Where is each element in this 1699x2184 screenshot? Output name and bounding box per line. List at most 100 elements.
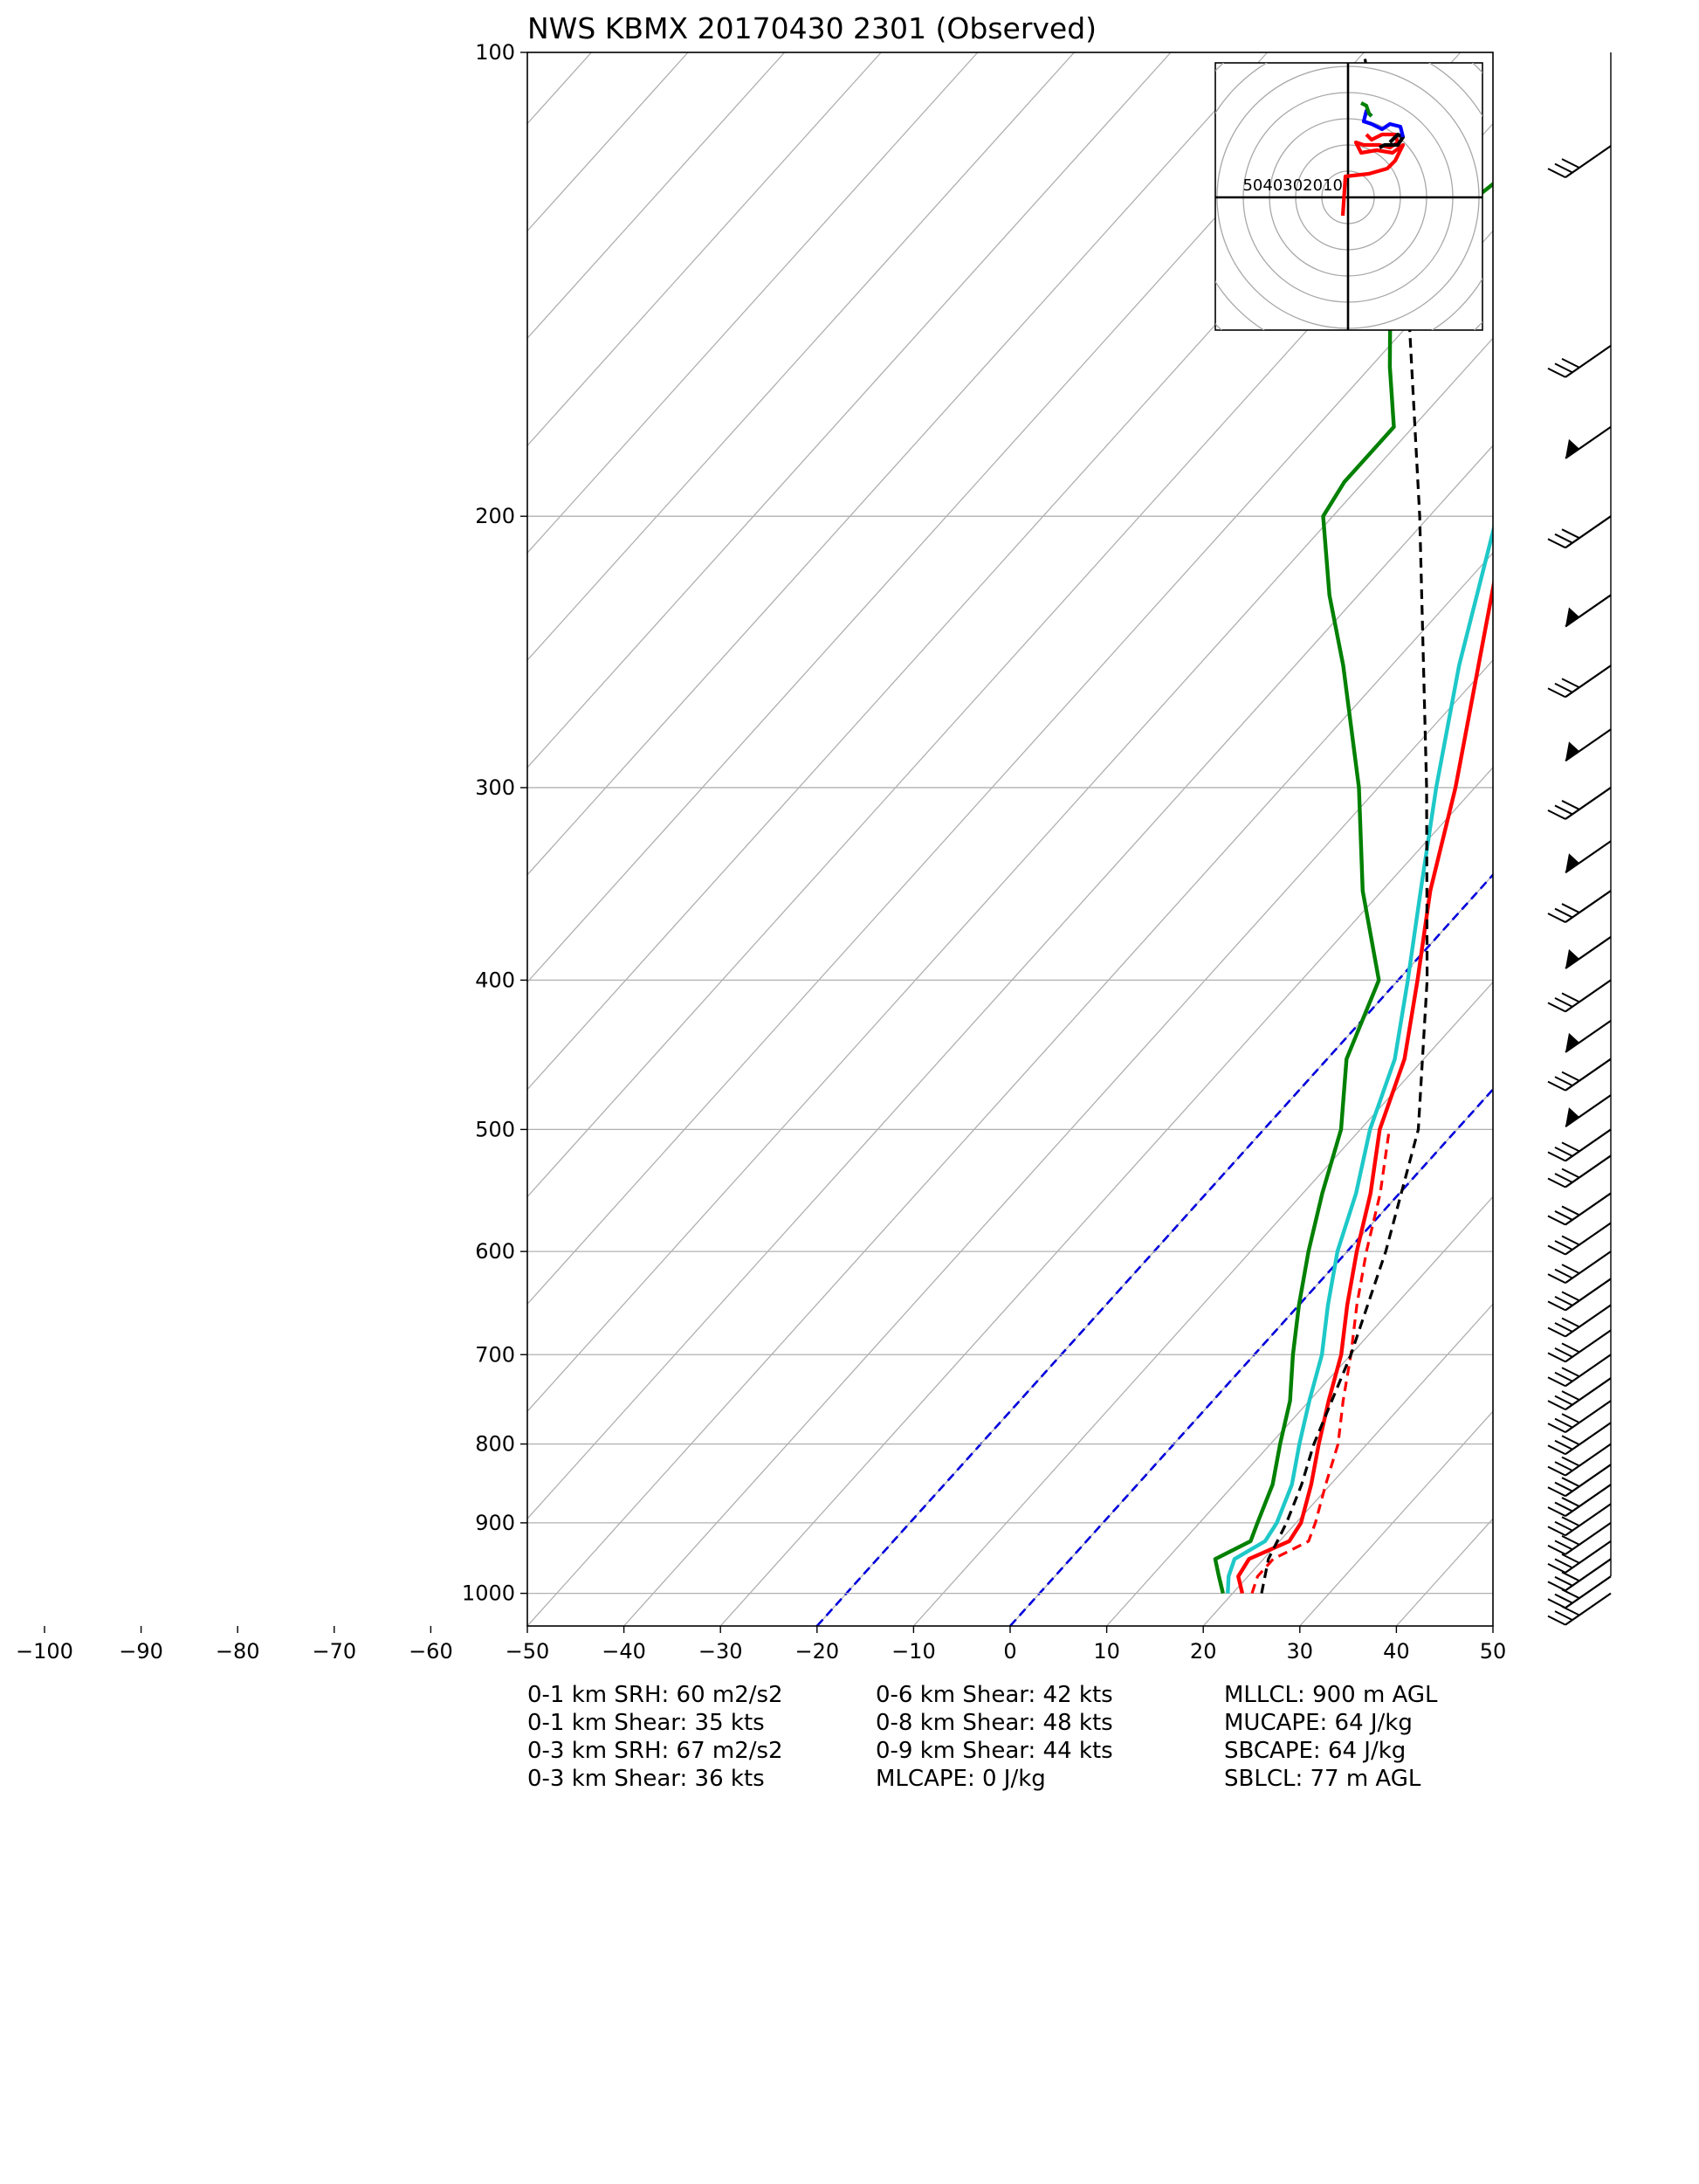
wind-barb [1547,1464,1612,1498]
pressure-tick-label: 700 [475,1342,515,1367]
wind-barb-feather [1561,1168,1580,1179]
temperature-tick-label: −10 [891,1639,936,1664]
wind-barb-feather [1561,1456,1580,1467]
wind-barb-feather [1561,1071,1580,1082]
wind-barb [1547,1354,1612,1388]
wind-barb [1547,1484,1612,1517]
temperature-tick-label: 30 [1287,1639,1314,1664]
wind-barb [1565,594,1612,628]
wind-barb [1547,1128,1612,1162]
wind-barb-feather [1547,1352,1566,1363]
wind-barb-staff [1565,515,1612,549]
wind-barb-feather [1547,1244,1566,1256]
pressure-tick-label: 200 [475,504,515,528]
wind-barb-feather [1561,1497,1580,1507]
wind-barb-feather [1561,1553,1580,1564]
wind-barb-feather [1554,1076,1573,1087]
temperature-tick-label: 0 [1003,1639,1016,1664]
wind-barb-feather [1561,1235,1580,1246]
wind-barb-feather [1547,810,1566,820]
isotherm-line [1106,1195,1493,1626]
wind-barb [1547,1540,1612,1574]
wind-barb-feather [1561,1534,1580,1546]
wind-barbs [1547,52,1612,1626]
plot-area [527,52,1493,1626]
hodograph-ring-labels: 5040302010 [1242,176,1343,195]
wind-barb-feather [1554,1210,1573,1221]
wind-barb-feather [1547,1444,1566,1456]
wind-barb-staff [1565,665,1612,699]
wind-barb [1565,1094,1612,1128]
trace-ff0000-dashed [1250,1129,1391,1595]
wind-barb-staff [1565,1154,1612,1188]
wind-barb-feather [1561,1588,1580,1600]
temperature-tick-label: −60 [409,1639,453,1664]
stat-sbcape: SBCAPE: 64 J/kg [1224,1738,1407,1764]
wind-barb [1547,1443,1612,1477]
wind-barb-feather [1554,1417,1573,1429]
isotherm-line [527,337,1493,1413]
pressure-tick-label: 100 [475,40,515,65]
wind-barb [1547,1192,1612,1226]
wind-barb-feather [1561,1516,1580,1527]
temperature-tick-label: −70 [312,1639,356,1664]
wind-barb [1547,787,1612,820]
wind-barb-feather [1561,1367,1580,1378]
wind-barb-flag [1565,948,1579,968]
wind-barb-feather [1547,1376,1566,1388]
wind-barb-feather [1547,1526,1566,1537]
temperature-axis: −100 −90 −80 −70 −60 −50 −40 −30 −20 −10 0 10 20 30 40… [16,1626,1506,1664]
wind-barb-feather [1561,800,1580,810]
wind-barb [1547,1058,1612,1092]
pressure-tick-label: 400 [475,968,515,992]
chart-title: NWS KBMX 20170430 2301 (Observed) [527,11,1097,45]
wind-barb [1565,425,1612,459]
wind-barb-staff [1565,1422,1612,1456]
isotherm-line [527,52,1269,876]
stats-column-1: 0-1 km SRH: 60 m2/s2 0-1 km Shear: 35 kt… [527,1681,783,1793]
hodograph-inset: 5040302010 [1214,62,1483,331]
pressure-tick-label: 500 [475,1117,515,1141]
temperature-tick-label: −90 [119,1639,163,1664]
hodograph-trace [1340,132,1406,217]
wind-barb-feather [1561,1264,1580,1275]
wind-barb-feather [1554,1461,1573,1471]
wind-barb-feather [1547,913,1566,923]
wind-barb-feather [1547,1215,1566,1226]
wind-barb-staff [1565,1377,1612,1411]
wind-barb-feather [1554,162,1573,174]
wind-barb [1547,1154,1612,1188]
wind-barb-feather [1554,1147,1573,1157]
pressure-axis: 100 200 300 400 500 600 700 800 900 1000 [462,40,527,1606]
temperature-tick-label: −20 [794,1639,839,1664]
wind-barb-feather [1561,1317,1580,1328]
stat-08km-shear: 0-8 km Shear: 48 kts [876,1710,1113,1736]
wind-barb [1547,1250,1612,1285]
wind-barb-feather [1547,1273,1566,1285]
wind-barb-feather [1547,1080,1566,1092]
wind-barb [1565,840,1612,874]
wind-barb-staff [1565,1222,1612,1256]
wind-barb-feather [1554,362,1573,374]
wind-barb [1547,1329,1612,1363]
wind-barb-feather [1547,168,1566,179]
wind-barb-feather [1561,1390,1580,1402]
temperature-tick-label: −50 [506,1639,550,1664]
trace-1ec8c8-solid [1226,524,1493,1594]
wind-barb [1547,1503,1612,1537]
temperature-tick-label: −30 [698,1639,743,1664]
wind-barb-feather [1554,997,1573,1008]
wind-barb-feather [1554,533,1573,544]
wind-barb [1547,1558,1612,1592]
wind-barb-staff [1565,1592,1612,1626]
wind-barb-staff [1565,1250,1612,1285]
wind-barb-feather [1561,1342,1580,1354]
wind-barb-staff [1565,145,1612,179]
isotherm-line [719,766,1493,1626]
wind-barb [1547,145,1612,179]
pressure-tick-label: 300 [475,775,515,800]
isotherm-line [527,52,689,232]
wind-barb-feather [1554,907,1573,919]
wind-barb-staff [1565,1400,1612,1434]
temperature-tick-label: 40 [1383,1639,1410,1664]
